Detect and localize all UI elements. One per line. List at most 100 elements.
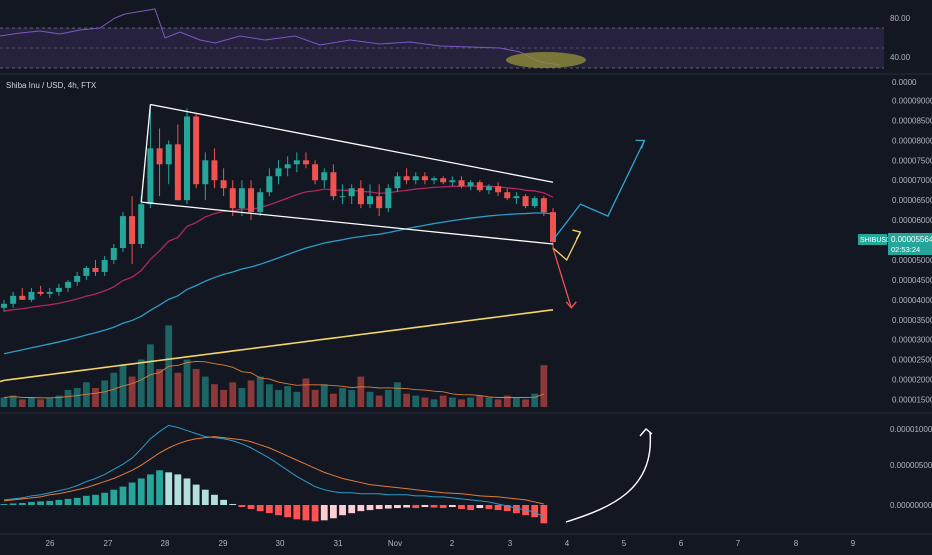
macd-histogram-bar: [73, 497, 81, 505]
volume-bar: [320, 384, 328, 407]
macd-histogram-bar: [394, 505, 401, 509]
bearish-projection-path: [552, 247, 572, 308]
volume-bar: [192, 369, 200, 407]
macd-histogram-bar: [137, 478, 145, 505]
macd-histogram-bar: [192, 484, 200, 505]
candle-body: [83, 267, 90, 276]
candle-body: [302, 160, 309, 165]
time-axis-label: 5: [622, 539, 627, 548]
volume-bar: [330, 393, 337, 407]
candle-body: [467, 182, 474, 187]
last-price-badge: [888, 233, 932, 255]
macd-histogram-bar: [46, 500, 54, 505]
macd-histogram-bar: [9, 503, 17, 505]
volume-bar: [339, 388, 346, 407]
volume-bar: [137, 359, 145, 407]
price-tick-label: 0.00008500: [892, 116, 932, 125]
candle-body: [531, 198, 538, 207]
volume-bar: [18, 399, 26, 407]
candles: [1, 108, 556, 312]
candle-body: [504, 192, 511, 199]
macd-histogram-bar: [201, 489, 209, 505]
time-axis-label: Nov: [388, 539, 402, 548]
macd-histogram-bar: [531, 505, 539, 518]
price-tick-label: 0.00003500: [892, 316, 932, 325]
macd-histogram-bar: [339, 505, 346, 516]
candle-body: [550, 212, 556, 243]
hand-drawn-arrowhead: [639, 428, 653, 437]
macd-histogram: [0, 470, 548, 524]
price-tick-label: 0.00008000: [892, 136, 932, 145]
yellow-projection-path: [552, 231, 582, 262]
candle-body: [421, 176, 428, 181]
rsi-tick-80: 80.00: [890, 14, 911, 23]
last-price-text: 0.00005564: [891, 235, 932, 244]
time-axis-label: 29: [219, 539, 228, 548]
price-tick-label: 0.00004500: [892, 276, 932, 285]
volume-bar: [522, 399, 529, 407]
volume-bar: [430, 399, 438, 407]
volume-bar: [503, 395, 511, 407]
wedge-lower-line: [141, 201, 554, 245]
macd-histogram-bar: [220, 499, 227, 505]
macd-histogram-bar: [64, 498, 72, 505]
candle-body: [65, 281, 72, 288]
macd-histogram-bar: [229, 503, 237, 505]
volume-bar: [265, 384, 273, 407]
macd-histogram-bar: [476, 505, 484, 509]
candle-body: [119, 216, 126, 249]
macd-histogram-bar: [467, 505, 475, 511]
candle-body: [412, 176, 419, 181]
candle-body: [376, 196, 383, 209]
volume-bar: [439, 395, 447, 407]
time-axis-label: 8: [794, 539, 799, 548]
time-axis: 26 27 28 29 30 31 Nov 2 3 4 5 6 7 8 9: [46, 539, 856, 548]
candle-body: [211, 160, 218, 181]
volume-bar: [467, 397, 475, 407]
volume-bar: [92, 388, 99, 407]
macd-histogram-bar: [183, 478, 191, 505]
candle-body: [339, 196, 346, 198]
price-tick-label: 0.00001500: [892, 396, 932, 405]
macd-histogram-bar: [55, 499, 63, 505]
candle-body: [403, 176, 410, 181]
volume-bar: [220, 389, 227, 407]
candle-body: [28, 291, 35, 300]
candle-body: [348, 188, 355, 197]
volume-bar: [494, 399, 502, 407]
volume-bar: [101, 380, 109, 407]
volume-bar: [357, 376, 365, 407]
macd-histogram-bar: [275, 505, 282, 516]
volume-bar: [147, 344, 154, 407]
macd-histogram-bar: [0, 503, 8, 505]
rsi-highlight-ellipse: [506, 52, 586, 68]
bearish-arrowhead: [565, 301, 577, 309]
volume-bar: [485, 397, 493, 407]
volume-bar: [55, 395, 63, 407]
candle-body: [37, 291, 44, 294]
macd-histogram-bar: [458, 505, 465, 510]
candle-body: [540, 198, 547, 213]
price-tick-label: 0.00006000: [892, 216, 932, 225]
bullish-arrowhead: [635, 139, 646, 149]
macd-tick-1: 0.00000500: [890, 461, 932, 470]
time-axis-label: 9: [851, 539, 856, 548]
candle-body: [248, 188, 255, 213]
macd-histogram-bar: [302, 505, 310, 521]
price-tick-partial: 0.0000: [892, 78, 917, 87]
macd-histogram-bar: [165, 472, 173, 505]
rsi-panel: 80.00 40.00: [0, 8, 911, 69]
volume-bar: [256, 376, 264, 407]
candle-body: [293, 160, 300, 165]
macd-histogram-bar: [330, 505, 337, 519]
volume-bar: [37, 399, 44, 407]
volume-bar: [73, 388, 81, 407]
candle-body: [431, 178, 438, 181]
candle-body: [495, 186, 502, 193]
volume-bar: [311, 389, 319, 407]
volume-bar: [110, 372, 118, 407]
candle-body: [330, 172, 337, 197]
